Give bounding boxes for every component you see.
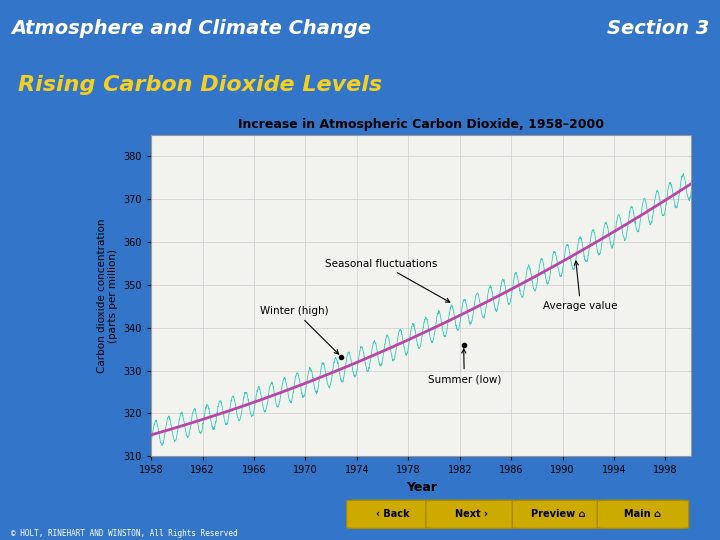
- Text: Next ›: Next ›: [455, 509, 488, 519]
- Text: © HOLT, RINEHART AND WINSTON, All Rights Reserved: © HOLT, RINEHART AND WINSTON, All Rights…: [11, 529, 238, 538]
- Text: Average value: Average value: [544, 261, 618, 312]
- Text: Summer (low): Summer (low): [428, 349, 501, 384]
- Text: Seasonal fluctuations: Seasonal fluctuations: [325, 259, 450, 302]
- Text: Winter (high): Winter (high): [261, 306, 338, 354]
- Text: Rising Carbon Dioxide Levels: Rising Carbon Dioxide Levels: [18, 75, 382, 95]
- FancyBboxPatch shape: [426, 500, 518, 529]
- X-axis label: Year: Year: [405, 481, 437, 494]
- FancyBboxPatch shape: [347, 500, 438, 529]
- Text: Section 3: Section 3: [607, 19, 709, 38]
- Text: ‹ Back: ‹ Back: [376, 509, 409, 519]
- Title: Increase in Atmospheric Carbon Dioxide, 1958–2000: Increase in Atmospheric Carbon Dioxide, …: [238, 118, 604, 131]
- Text: Preview ⌂: Preview ⌂: [531, 509, 585, 519]
- Text: Atmosphere and Climate Change: Atmosphere and Climate Change: [11, 19, 371, 38]
- FancyBboxPatch shape: [513, 500, 603, 529]
- Text: Main ⌂: Main ⌂: [624, 509, 662, 519]
- Y-axis label: Carbon dioxide concentration
(parts per million): Carbon dioxide concentration (parts per …: [96, 218, 118, 373]
- FancyBboxPatch shape: [598, 500, 689, 529]
